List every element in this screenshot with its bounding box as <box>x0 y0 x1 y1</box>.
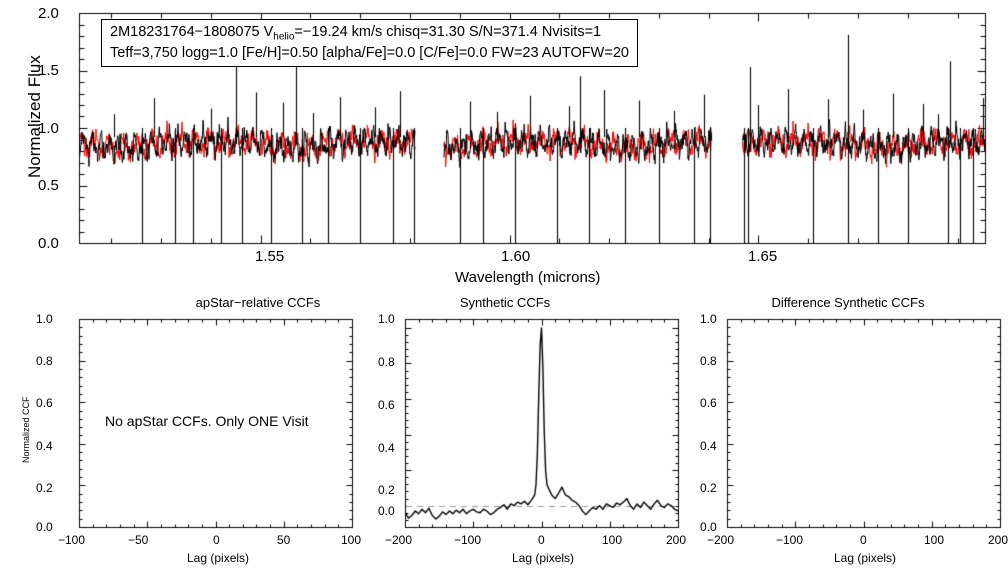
info-line-2: Teff=3,750 logg=1.0 [Fe/H]=0.50 [alpha/F… <box>110 45 629 61</box>
apstar-xtick-100: 100 <box>341 533 362 547</box>
synthccf-ytick-0-4: 0.4 <box>378 441 395 455</box>
synthccf-ytick-0-0: 0.0 <box>378 504 395 518</box>
synthccf-xtick-neg200: −200 <box>385 533 413 547</box>
diffccf-xtick-100: 100 <box>924 533 945 547</box>
diffccf-ytick-0-2: 0.2 <box>700 481 717 495</box>
panel-title-synthetic-ccfs: Synthetic CCFs <box>459 295 551 310</box>
diffccf-xtick-neg100: −100 <box>776 533 804 547</box>
spectrum-xtick-1-55: 1.55 <box>255 248 285 265</box>
synthccf-x-axis-label: Lag (pixels) <box>512 551 575 565</box>
diffccf-x-axis-label: Lag (pixels) <box>834 551 897 565</box>
info-vhelio-subscript: helio <box>273 31 295 43</box>
synthccf-xtick-100: 100 <box>602 533 623 547</box>
spectrum-x-axis-label: Wavelength (microns) <box>455 269 601 286</box>
apstar-ytick-0-2: 0.2 <box>36 481 53 495</box>
info-line1-rest: =−19.24 km/s chisq=31.30 S/N=371.4 Nvisi… <box>294 24 602 40</box>
diffccf-ytick-0-4: 0.4 <box>700 439 717 453</box>
info-line-1: 2M18231764−1808075 Vhelio=−19.24 km/s ch… <box>110 23 629 44</box>
diffccf-ytick-0-8: 0.8 <box>700 354 717 368</box>
apstar-xtick-50: 50 <box>277 533 291 547</box>
apstar-xtick-neg50: −50 <box>128 533 149 547</box>
diffccf-xtick-0: 0 <box>860 533 867 547</box>
panel-title-difference-synthetic-ccfs: Difference Synthetic CCFs <box>771 295 925 310</box>
no-apstar-ccfs-message: No apStar CCFs. Only ONE Visit <box>105 413 309 429</box>
apstar-ytick-1-0: 1.0 <box>36 312 53 326</box>
synthccf-ytick-0-2: 0.2 <box>378 483 395 497</box>
spectrum-ytick-0-5: 0.5 <box>38 177 59 194</box>
apstar-x-axis-label: Lag (pixels) <box>187 551 250 565</box>
diffccf-xtick-neg200: −200 <box>707 533 735 547</box>
spectrum-ytick-0-0: 0.0 <box>38 235 59 252</box>
spectrum-ytick-1-5: 1.5 <box>38 62 59 79</box>
apstar-xtick-neg100: −100 <box>58 533 86 547</box>
synthccf-xtick-200: 200 <box>666 533 687 547</box>
synthccf-xtick-0: 0 <box>538 533 545 547</box>
diffccf-xtick-200: 200 <box>988 533 1008 547</box>
apstar-ytick-0-8: 0.8 <box>36 354 53 368</box>
spectrum-ytick-1-0: 1.0 <box>38 120 59 137</box>
synthccf-ytick-0-8: 0.8 <box>378 355 395 369</box>
diffccf-ytick-1-0: 1.0 <box>700 312 717 326</box>
apstar-ytick-0-0: 0.0 <box>36 520 53 534</box>
panel-title-apstar-relative-ccfs: apStar−relative CCFs <box>195 295 321 310</box>
info-star-id-vhelio: 2M18231764−1808075 V <box>110 24 274 40</box>
spectrum-xtick-1-65: 1.65 <box>748 248 778 265</box>
apstar-ytick-0-6: 0.6 <box>36 396 53 410</box>
parameter-info-box: 2M18231764−1808075 Vhelio=−19.24 km/s ch… <box>101 19 638 68</box>
synthccf-ytick-1-0: 1.0 <box>378 312 395 326</box>
apstar-xtick-0: 0 <box>213 533 220 547</box>
ccf-y-axis-label: Normalized CCF <box>21 396 31 463</box>
diffccf-ytick-0-6: 0.6 <box>700 396 717 410</box>
apstar-ytick-0-4: 0.4 <box>36 439 53 453</box>
diffccf-ytick-0-0: 0.0 <box>700 520 717 534</box>
synthccf-ytick-0-6: 0.6 <box>378 398 395 412</box>
synthccf-xtick-neg100: −100 <box>454 533 482 547</box>
spectrum-xtick-1-60: 1.60 <box>501 248 531 265</box>
spectrum-ytick-2-0: 2.0 <box>38 5 59 22</box>
